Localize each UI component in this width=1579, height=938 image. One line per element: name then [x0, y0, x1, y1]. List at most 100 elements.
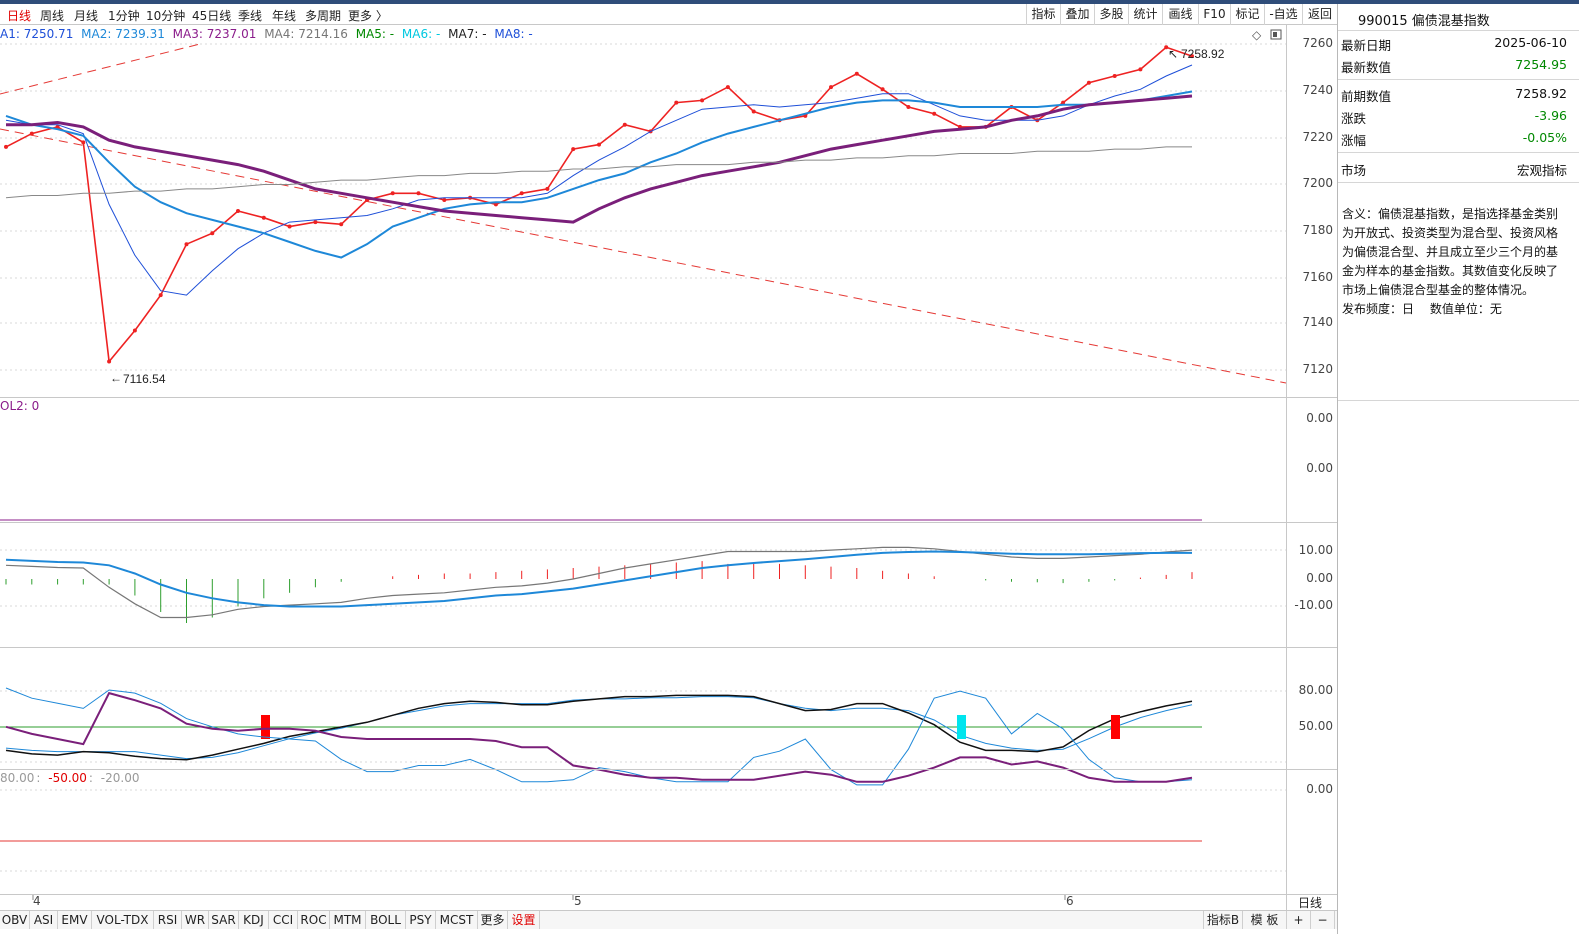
tab-settings[interactable]: 设置 — [508, 911, 540, 929]
statistics-button[interactable]: 统计 — [1128, 4, 1162, 25]
row-value: 宏观指标 — [1516, 163, 1567, 178]
ma5-legend: MA5: - — [355, 27, 395, 41]
tab-mcst[interactable]: MCST — [436, 911, 478, 929]
tab-cci[interactable]: CCI — [269, 911, 298, 929]
watchlist-button[interactable]: -自选 — [1264, 4, 1302, 25]
data-point — [829, 85, 833, 90]
row-latest-date: 最新日期 2025-06-10 — [1341, 33, 1567, 53]
tab-asi[interactable]: ASI — [30, 911, 58, 929]
tab-rsi[interactable]: RSI — [154, 911, 182, 929]
data-point — [1164, 45, 1169, 50]
pane-separator-wr[interactable] — [0, 894, 1337, 895]
axis-tick-7120: 7120 — [1302, 362, 1333, 376]
data-point — [442, 198, 447, 202]
window-icon-inner — [1273, 32, 1277, 37]
panel-divider — [1338, 79, 1579, 80]
tab-obv[interactable]: OBV — [0, 911, 30, 929]
data-point — [390, 191, 395, 196]
data-point — [597, 142, 601, 147]
diamond-icon: ◇ — [1252, 28, 1262, 42]
zoom-in-button[interactable]: + — [1287, 911, 1311, 929]
ma7-legend: MA7: - — [448, 27, 487, 41]
pane-separator-main[interactable] — [0, 397, 1337, 398]
tab-emv[interactable]: EMV — [58, 911, 92, 929]
wr-legend: 80.00: -50.00: -20.00 — [0, 771, 140, 785]
data-point — [493, 202, 498, 207]
back-button[interactable]: 返回 — [1302, 4, 1337, 25]
period-weekly[interactable]: 周线 — [40, 9, 65, 23]
kdj-cross-marker-2 — [957, 715, 966, 739]
panel-divider — [1338, 182, 1579, 183]
zoom-out-button[interactable]: − — [1311, 911, 1335, 929]
tab-boll[interactable]: BOLL — [366, 911, 406, 929]
indicator-tabbar: OBV ASI EMV VOL-TDX RSI WR SAR KDJ CCI R… — [0, 910, 1337, 929]
svg-text:←: ← — [110, 371, 122, 385]
data-point — [29, 131, 34, 136]
tab-sar[interactable]: SAR — [209, 911, 239, 929]
ma4-legend: MA4: 7214.16 — [264, 27, 348, 41]
indicator-button[interactable]: 指标 — [1026, 4, 1060, 25]
overlay-button[interactable]: 叠加 — [1060, 4, 1094, 25]
high-annotation: 7258.92 — [1181, 47, 1225, 61]
data-point — [313, 220, 318, 225]
chart-area[interactable]: ← 7116.54 ↖ 7258.92 ◇ — [0, 25, 1337, 911]
tab-mtm[interactable]: MTM — [330, 911, 366, 929]
pane-separator-vol[interactable] — [0, 522, 1337, 523]
draw-line-button[interactable]: 画线 — [1162, 4, 1198, 25]
axis-tick-7260: 7260 — [1302, 36, 1333, 50]
period-quarterly[interactable]: 季线 — [238, 9, 263, 23]
tab-roc[interactable]: ROC — [298, 911, 330, 929]
template-button[interactable]: 模 板 — [1243, 911, 1287, 929]
f10-button[interactable]: F10 — [1198, 4, 1230, 25]
period-10min[interactable]: 10分钟 — [146, 9, 186, 23]
period-yearly[interactable]: 年线 — [272, 9, 297, 23]
chart-canvas[interactable]: ← 7116.54 ↖ 7258.92 ◇ — [0, 25, 1337, 911]
tab-psy[interactable]: PSY — [406, 911, 436, 929]
axis-tick-7180: 7180 — [1302, 223, 1333, 237]
pane-separator-macd[interactable] — [0, 647, 1337, 648]
indicator-b-button[interactable]: 指标B — [1203, 911, 1243, 929]
vol-tick-1: 0.00 — [1306, 411, 1333, 425]
tab-more[interactable]: 更多 — [478, 911, 508, 929]
period-monthly[interactable]: 月线 — [74, 9, 99, 23]
month-label-5: 5 — [574, 894, 582, 908]
panel-title: 990015 偏债混基指数 — [1358, 14, 1490, 29]
tab-wr[interactable]: WR — [182, 911, 209, 929]
ma6-legend: MA6: - — [401, 27, 441, 41]
row-label: 最新日期 — [1341, 38, 1392, 53]
period-multi[interactable]: 多周期 — [305, 9, 342, 23]
wr-tick-0: 0.00 — [1306, 782, 1333, 796]
data-point — [1112, 74, 1117, 78]
data-point — [545, 186, 550, 191]
series-line-ma3 — [6, 94, 1193, 224]
tab-vol-tdx[interactable]: VOL-TDX — [92, 911, 154, 929]
data-point — [571, 147, 576, 152]
data-point — [55, 124, 60, 129]
ma3-legend: MA3: 7237.01 — [172, 27, 257, 41]
ma2-legend: MA2: 7239.31 — [81, 27, 165, 41]
kdj-k-line — [5, 696, 1193, 760]
frequency-text: 发布频度：日 数值单位：无 — [1342, 302, 1502, 316]
period-1min[interactable]: 1分钟 — [108, 9, 140, 23]
period-45day[interactable]: 45日线 — [192, 9, 232, 23]
data-point — [107, 359, 112, 364]
window-top-strip — [0, 0, 1579, 4]
data-point — [700, 98, 705, 103]
macd-dif-line — [5, 546, 1193, 619]
series-line-index — [5, 46, 1193, 364]
period-daily[interactable]: 日线 — [7, 9, 32, 23]
multi-stock-button[interactable]: 多股 — [1094, 4, 1128, 25]
wr-legend-c: -20.00 — [100, 771, 140, 785]
pane-separator-kdj[interactable] — [0, 769, 1337, 770]
mark-button[interactable]: 标记 — [1230, 4, 1264, 25]
row-value: 2025-06-10 — [1494, 35, 1567, 50]
row-label: 市场 — [1341, 163, 1367, 178]
tab-kdj[interactable]: KDJ — [239, 911, 269, 929]
data-point — [261, 215, 266, 220]
panel-description: 含义：偏债混基指数，是指选择基金类别为开放式、投资类型为混合型、投资风格为偏债混… — [1342, 205, 1568, 319]
row-value: 7258.92 — [1515, 86, 1567, 101]
kdj-cross-marker-3 — [1111, 715, 1120, 739]
period-more[interactable]: 更多 〉 — [348, 9, 388, 23]
axis-tick-7140: 7140 — [1302, 315, 1333, 329]
month-label-4: 4 — [33, 894, 41, 908]
